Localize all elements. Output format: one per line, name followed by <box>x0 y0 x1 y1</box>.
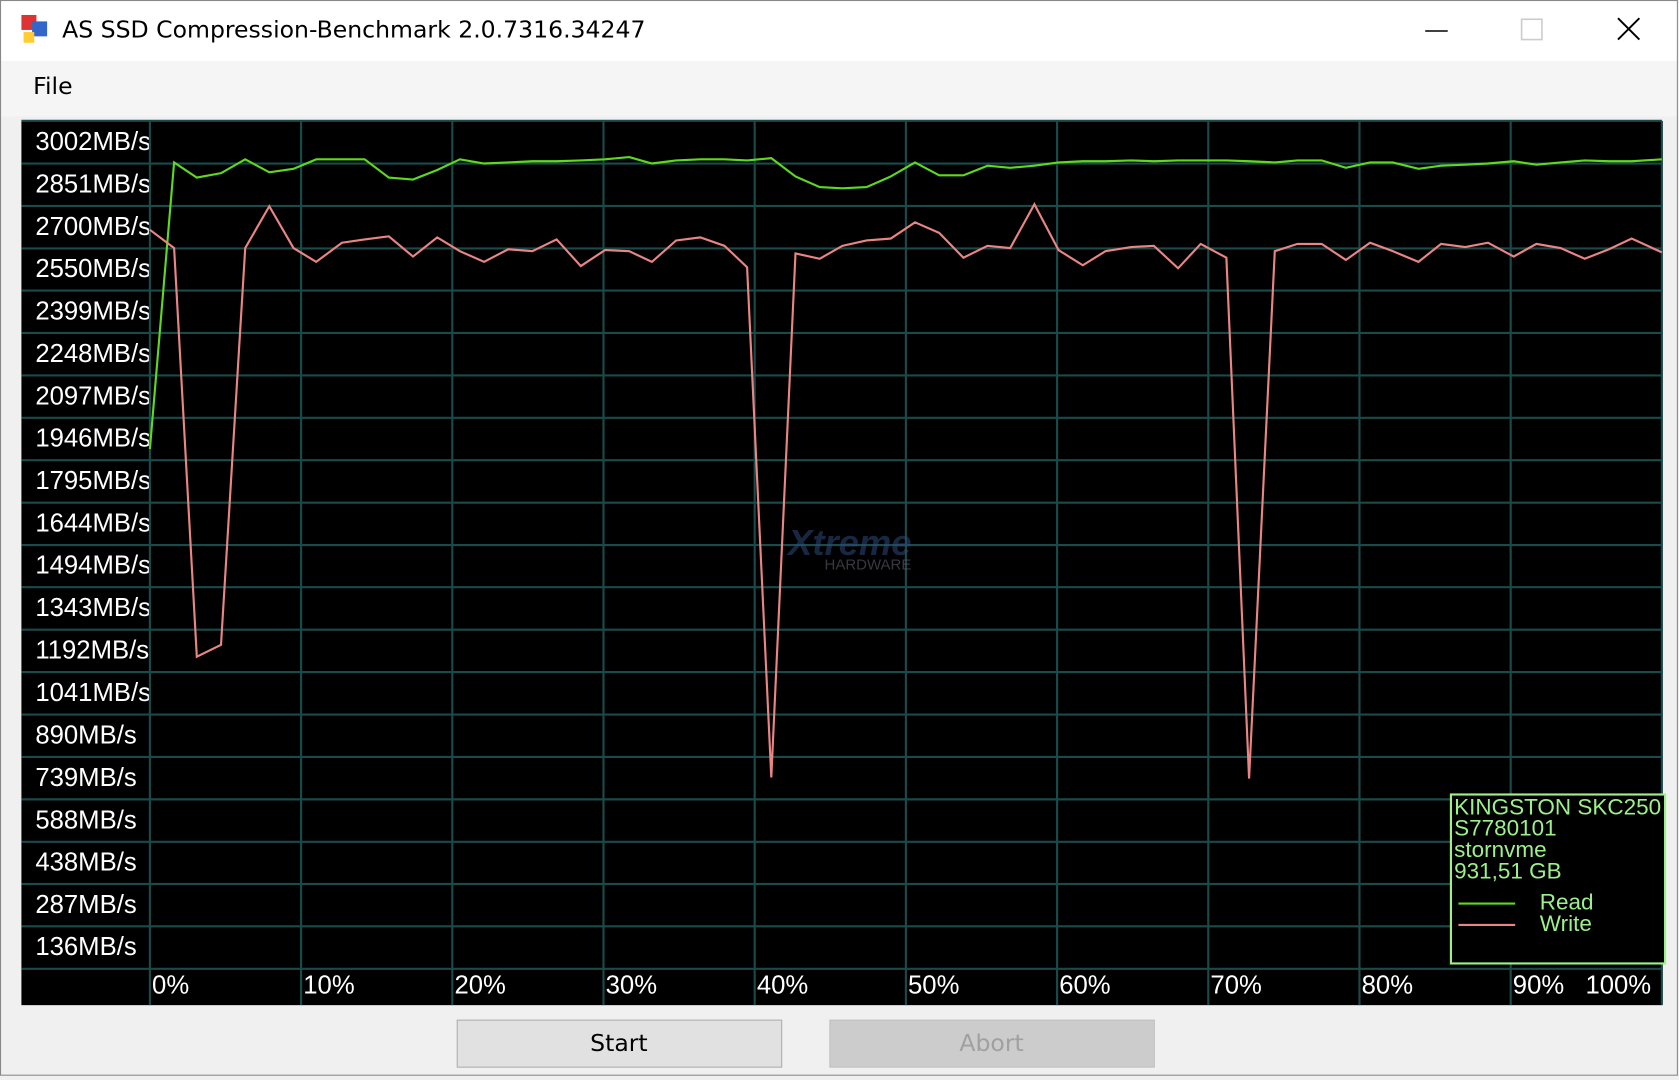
abort-button <box>829 1019 1155 1068</box>
x-tick-label: 40% <box>757 972 808 1000</box>
y-tick-label: 438MB/s <box>35 848 136 876</box>
y-tick-label: 2851MB/s <box>35 170 151 198</box>
y-tick-label: 2097MB/s <box>35 382 151 410</box>
x-tick-label: 60% <box>1059 972 1110 1000</box>
x-tick-label: 50% <box>908 972 959 1000</box>
x-tick-label: 30% <box>606 972 657 1000</box>
x-tick-label: 0% <box>152 972 189 1000</box>
y-tick-label: 1343MB/s <box>35 594 151 622</box>
watermark-text: HARDWARE <box>825 557 912 574</box>
y-tick-label: 588MB/s <box>35 806 136 834</box>
start-button-label[interactable]: Start <box>590 1029 648 1057</box>
window-title: AS SSD Compression-Benchmark 2.0.7316.34… <box>62 16 645 44</box>
legend-box <box>1449 793 1667 965</box>
device-info: stornvme <box>1454 837 1546 862</box>
series-line <box>149 201 1663 779</box>
x-tick-label: 20% <box>454 972 505 1000</box>
y-tick-label: 1494MB/s <box>35 552 151 580</box>
y-tick-label: 2248MB/s <box>35 340 151 368</box>
y-tick-label: 1041MB/s <box>35 679 151 707</box>
menu-bar <box>0 60 1678 117</box>
y-tick-label: 739MB/s <box>35 764 136 792</box>
y-tick-label: 2700MB/s <box>35 213 151 241</box>
y-tick-label: 1644MB/s <box>35 510 151 538</box>
watermark-text: Xtreme <box>786 522 911 563</box>
y-tick-label: 1192MB/s <box>35 637 149 665</box>
y-tick-label: 2550MB/s <box>35 255 151 283</box>
app-icon <box>21 14 48 43</box>
legend-label: Read <box>1540 890 1594 915</box>
menu-file[interactable]: File <box>33 72 72 100</box>
device-info: 931,51 GB <box>1454 859 1562 884</box>
x-tick-label: 70% <box>1210 972 1261 1000</box>
y-tick-label: 3002MB/s <box>35 128 151 156</box>
x-tick-label: 80% <box>1362 972 1413 1000</box>
series-line <box>148 155 1662 450</box>
x-tick-label: 10% <box>303 972 354 1000</box>
legend-label: Write <box>1540 911 1592 936</box>
chart-area <box>21 120 1662 1006</box>
watermark: Xtreme HARDWARE <box>786 522 911 574</box>
y-tick-label: 1946MB/s <box>35 425 151 453</box>
device-info: S7780101 <box>1454 816 1557 841</box>
maximize-button <box>1520 18 1543 41</box>
y-tick-label: 890MB/s <box>35 721 136 749</box>
y-tick-label: 287MB/s <box>35 891 136 919</box>
x-tick-label: 100% <box>1585 972 1651 1000</box>
abort-button-label: Abort <box>959 1029 1023 1057</box>
title-bar <box>0 0 1678 61</box>
y-tick-label: 1795MB/s <box>35 467 151 495</box>
y-tick-label: 136MB/s <box>35 933 136 961</box>
x-tick-label: 90% <box>1513 972 1564 1000</box>
start-button[interactable] <box>456 1019 783 1068</box>
close-button[interactable] <box>1617 17 1641 41</box>
device-info: KINGSTON SKC250 <box>1454 794 1661 819</box>
y-tick-label: 2399MB/s <box>35 297 151 325</box>
